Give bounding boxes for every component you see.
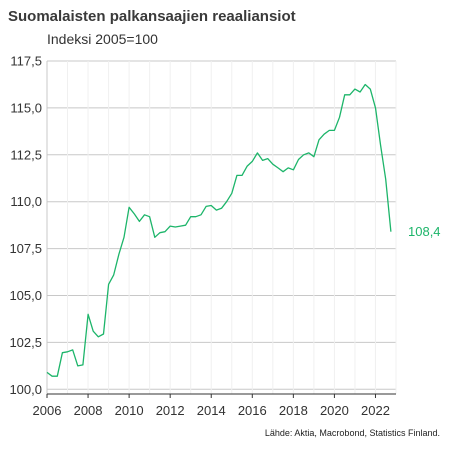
x-tick-label: 2014 <box>197 403 226 418</box>
y-tick-label: 100,0 <box>9 382 42 397</box>
y-tick-label: 107,5 <box>9 241 42 256</box>
x-tick-label: 2016 <box>238 403 267 418</box>
source-note: Lähde: Aktia, Macrobond, Statistics Finl… <box>264 428 440 438</box>
y-tick-label: 112,5 <box>10 147 42 162</box>
x-tick-label: 2012 <box>156 403 185 418</box>
axes <box>46 61 396 398</box>
gridlines <box>46 60 397 394</box>
chart-subtitle: Indeksi 2005=100 <box>47 31 158 47</box>
y-tick-label: 117,5 <box>10 54 42 69</box>
x-tick-label: 2020 <box>320 403 349 418</box>
end-value-label: 108,4 <box>408 224 441 239</box>
x-tick-label: 2018 <box>279 403 308 418</box>
chart-title: Suomalaisten palkansaajien reaaliansiot <box>8 8 296 25</box>
y-tick-label: 105,0 <box>9 288 42 303</box>
x-tick-label: 2022 <box>361 403 390 418</box>
x-tick-label: 2008 <box>74 403 103 418</box>
x-tick-label: 2006 <box>33 403 62 418</box>
y-tick-label: 102,5 <box>9 335 42 350</box>
tick-labels: 100,0 102,5 105,0 107,5 110,0 112,5 115,0 117,5… <box>9 54 440 419</box>
x-tick-label: 2010 <box>115 403 144 418</box>
y-tick-label: 110,0 <box>10 194 42 209</box>
series-layer <box>46 83 392 377</box>
series-line <box>46 83 392 377</box>
y-tick-label: 115,0 <box>10 100 42 115</box>
